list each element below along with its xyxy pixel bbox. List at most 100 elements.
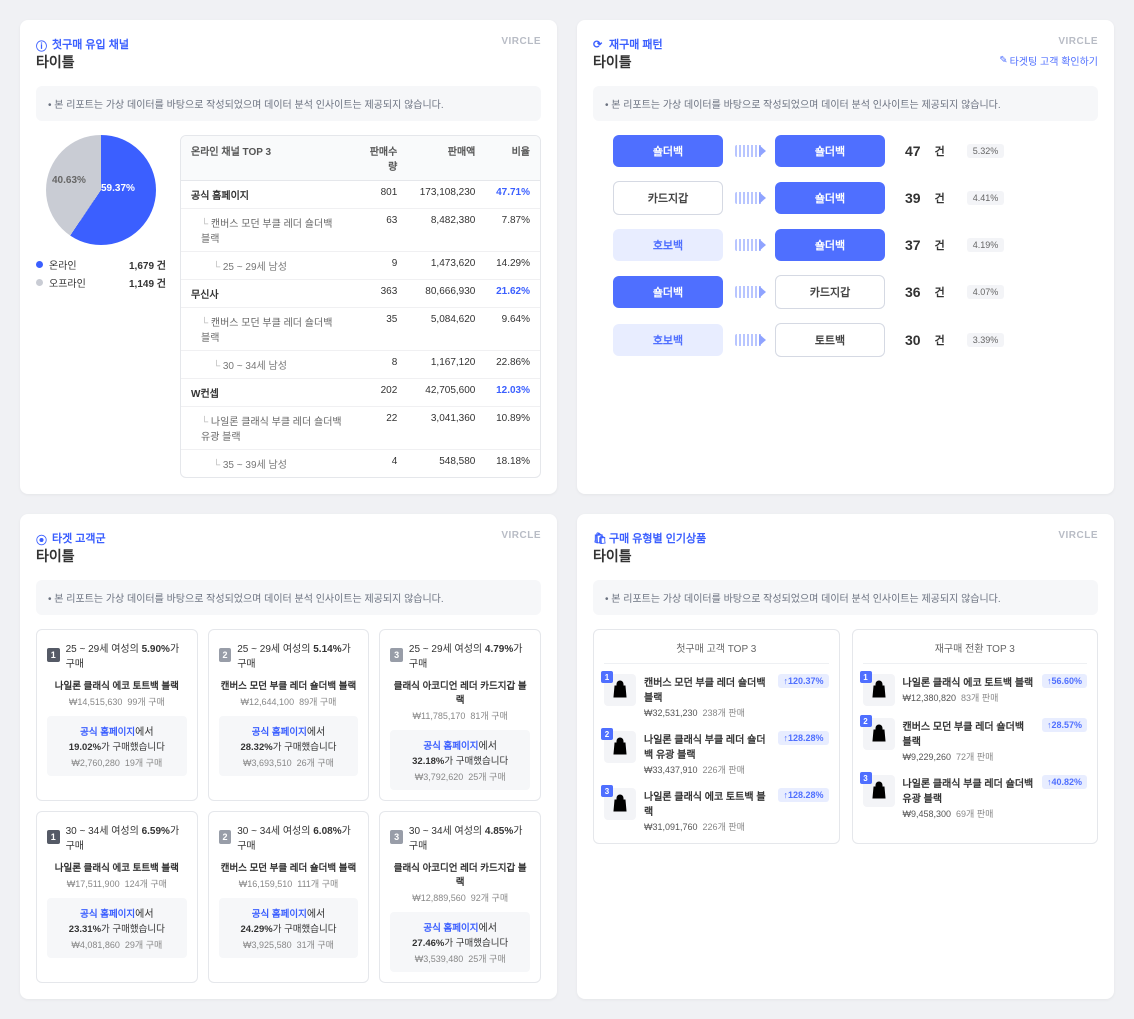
product-stats: ₩33,437,910226개 판매 <box>644 763 770 776</box>
channel-link[interactable]: 공식 홈페이지 <box>80 727 135 738</box>
segment-tile: 325 ~ 29세 여성의 4.79%가 구매 클래식 아코디언 레더 카드지갑… <box>379 629 541 801</box>
product-stats: ₩12,889,560 92개 구매 <box>390 891 530 904</box>
flow-row: 숄더백 숄더백 47건 5.32% <box>613 135 1078 167</box>
product-name: 캔버스 모던 부클 레더 숄더백 블랙 <box>644 674 770 704</box>
rank-badge: 2 <box>219 830 232 844</box>
note: 본 리포트는 가상 데이터를 바탕으로 작성되었으며 데이터 분석 인사이트는 … <box>36 86 541 121</box>
product-column: 재구매 전환 TOP 3 1 나일론 클래식 에코 토트백 블랙₩12,380,… <box>852 629 1099 844</box>
product-item: 1 나일론 클래식 에코 토트백 블랙₩12,380,82083개 판매 ↑56… <box>863 674 1088 706</box>
flow-from: 호보백 <box>613 229 723 261</box>
flow-count: 47 <box>905 143 921 159</box>
table-row: W컨셉20242,705,60012.03% <box>181 379 540 407</box>
brand-logo: VIRCLE <box>999 36 1098 47</box>
note: 본 리포트는 가상 데이터를 바탕으로 작성되었으며 데이터 분석 인사이트는 … <box>593 86 1098 121</box>
flow-from: 숄더백 <box>613 276 723 308</box>
segment-tile: 1 25 ~ 29세 여성의 5.90%가 구매 나일론 클래식 에코 토트백 블… <box>36 629 198 801</box>
table-row: 35 ~ 39세 남성4548,58018.18% <box>181 450 540 477</box>
flow-pct: 4.07% <box>967 285 1005 299</box>
table-row: 무신사36380,666,93021.62% <box>181 280 540 308</box>
flow-from: 호보백 <box>613 324 723 356</box>
bag-icon: 🛍 <box>593 532 605 544</box>
channel-table: 온라인 채널 TOP 3판매수량판매액비율 공식 홈페이지801173,108,… <box>180 135 541 478</box>
target-icon: ⦿ <box>36 532 48 544</box>
targeting-link[interactable]: ✎ 타겟팅 고객 확인하기 <box>999 53 1098 68</box>
channel-link[interactable]: 공식 홈페이지 <box>423 923 478 934</box>
panel-popular-products: 🛍구매 유형별 인기상품 타이틀 VIRCLE 본 리포트는 가상 데이터를 바… <box>577 514 1114 999</box>
panel-label: 재구매 패턴 <box>609 36 663 52</box>
table-row: 나일론 클래식 부클 레더 숄더백 유광 블랙223,041,36010.89% <box>181 407 540 450</box>
product-name: 나일론 클래식 에코 토트백 블랙 <box>47 678 187 692</box>
product-stats: ₩17,511,900 124개 구매 <box>47 877 187 890</box>
arrow-icon <box>735 145 763 157</box>
product-name: 클래식 아코디언 레더 카드지갑 블랙 <box>390 860 530 888</box>
channel-link[interactable]: 공식 홈페이지 <box>252 727 307 738</box>
product-item: 2 나일론 클래식 부클 레더 숄더백 유광 블랙 ₩33,437,910226개… <box>604 731 829 776</box>
product-stats: ₩9,458,30069개 판매 <box>903 807 1034 820</box>
legend-item: 오프라인1,149 건 <box>36 275 166 290</box>
product-stats: ₩11,785,170 81개 구매 <box>390 709 530 722</box>
segment-header: 30 ~ 34세 여성의 6.59%가 구매 <box>66 822 187 852</box>
channel-link[interactable]: 공식 홈페이지 <box>252 909 307 920</box>
product-stats: ₩14,515,630 99개 구매 <box>47 695 187 708</box>
flow-to: 숄더백 <box>775 182 885 214</box>
segment-tile: 230 ~ 34세 여성의 6.08%가 구매 캔버스 모던 부클 레더 숄더백… <box>208 811 370 983</box>
product-name: 나일론 클래식 부클 레더 숄더백 유광 블랙 <box>644 731 770 761</box>
table-header: 온라인 채널 TOP 3 <box>181 136 353 180</box>
panel-first-purchase-channel: ⓘ첫구매 유입 채널 타이틀 VIRCLE 본 리포트는 가상 데이터를 바탕으… <box>20 20 557 494</box>
product-item: 2 캔버스 모던 부클 레더 숄더백 블랙₩9,229,26072개 판매 ↑2… <box>863 718 1088 763</box>
arrow-icon <box>735 239 763 251</box>
info-icon: ⓘ <box>36 38 48 50</box>
segment-tile: 3 30 ~ 34세 여성의 4.85%가 구매 클래식 아코디언 레더 카드지갑… <box>379 811 541 983</box>
flow-row: 카드지갑 숄더백 39건 4.41% <box>613 181 1078 215</box>
rank-badge: 2 <box>601 728 613 740</box>
panel-title: 타이틀 <box>36 52 129 72</box>
flow-to: 카드지갑 <box>775 275 885 309</box>
flow-count: 37 <box>905 237 921 253</box>
flow-row: 호보백 토트백 30건 3.39% <box>613 323 1078 357</box>
column-header: 재구매 전환 TOP 3 <box>863 640 1088 664</box>
product-name: 나일론 클래식 부클 레더 숄더백 유광 블랙 <box>903 775 1034 805</box>
refresh-icon: ⟳ <box>593 38 605 50</box>
rank-badge: 1 <box>47 648 60 662</box>
pie-label-a: 59.37% <box>101 183 135 194</box>
product-stats: ₩32,531,230238개 판매 <box>644 706 770 719</box>
pie-chart: 59.37% 40.63% 온라인1,679 건오프라인1,149 건 <box>36 135 166 478</box>
rank-badge: 1 <box>47 830 60 844</box>
brand-logo: VIRCLE <box>1058 530 1098 541</box>
table-header: 판매수량 <box>353 136 408 180</box>
delta-badge: ↑128.28% <box>778 731 828 745</box>
arrow-icon <box>735 286 763 298</box>
table-row: 25 ~ 29세 남성91,473,62014.29% <box>181 252 540 280</box>
panel-target-segment: ⦿타겟 고객군 타이틀 VIRCLE 본 리포트는 가상 데이터를 바탕으로 작… <box>20 514 557 999</box>
product-name: 캔버스 모던 부클 레더 숄더백 블랙 <box>903 718 1034 748</box>
table-row: 캔버스 모던 부클 레더 숄더백 블랙638,482,3807.87% <box>181 209 540 252</box>
arrow-icon <box>735 334 763 346</box>
flow-to: 토트백 <box>775 323 885 357</box>
delta-badge: ↑120.37% <box>778 674 828 688</box>
rank-badge: 1 <box>601 671 613 683</box>
channel-link[interactable]: 공식 홈페이지 <box>423 741 478 752</box>
rank-badge: 3 <box>390 830 403 844</box>
product-item: 3 나일론 클래식 부클 레더 숄더백 유광 블랙 ₩9,458,30069개 판… <box>863 775 1088 820</box>
brand-logo: VIRCLE <box>501 530 541 541</box>
product-name: 클래식 아코디언 레더 카드지갑 블랙 <box>390 678 530 706</box>
flow-pct: 5.32% <box>967 144 1005 158</box>
rank-badge: 3 <box>390 648 403 662</box>
panel-label: 첫구매 유입 채널 <box>52 36 129 52</box>
segment-header: 25 ~ 29세 여성의 5.90%가 구매 <box>66 640 187 670</box>
table-row: 30 ~ 34세 남성81,167,12022.86% <box>181 351 540 379</box>
flow-from: 카드지갑 <box>613 181 723 215</box>
product-name: 캔버스 모던 부클 레더 숄더백 블랙 <box>219 678 359 692</box>
segment-tile: 130 ~ 34세 여성의 6.59%가 구매 나일론 클래식 에코 토트백 블… <box>36 811 198 983</box>
flow-to: 숄더백 <box>775 229 885 261</box>
product-stats: ₩12,380,82083개 판매 <box>903 691 1034 704</box>
rank-badge: 3 <box>860 772 872 784</box>
segment-header: 30 ~ 34세 여성의 4.85%가 구매 <box>409 822 530 852</box>
product-stats: ₩31,091,760226개 판매 <box>644 820 770 833</box>
flow-row: 호보백 숄더백 37건 4.19% <box>613 229 1078 261</box>
flow-from: 숄더백 <box>613 135 723 167</box>
channel-link[interactable]: 공식 홈페이지 <box>80 909 135 920</box>
column-header: 첫구매 고객 TOP 3 <box>604 640 829 664</box>
flow-count: 36 <box>905 284 921 300</box>
panel-title: 타이틀 <box>593 546 706 566</box>
